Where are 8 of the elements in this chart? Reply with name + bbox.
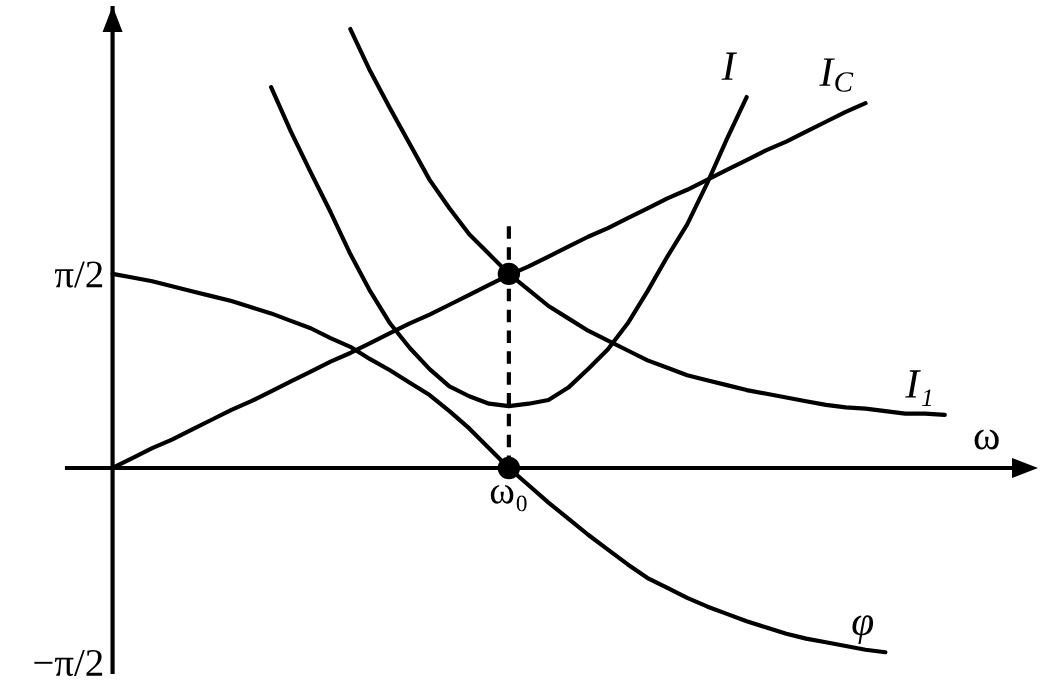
x-axis-title: ω <box>974 429 999 450</box>
x-tick-label: ω₀ <box>490 485 527 512</box>
series-label: I <box>721 52 738 80</box>
series-label: φ <box>852 615 874 644</box>
series-label: I$_{C}$ <box>819 58 854 92</box>
series-label: I₁ <box>905 370 931 407</box>
y-tick-label: −π/2 <box>34 649 103 677</box>
y-tick-label: π/2 <box>54 261 103 288</box>
